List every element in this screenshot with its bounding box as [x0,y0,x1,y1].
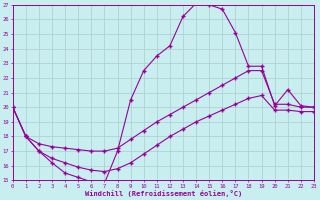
X-axis label: Windchill (Refroidissement éolien,°C): Windchill (Refroidissement éolien,°C) [85,190,242,197]
